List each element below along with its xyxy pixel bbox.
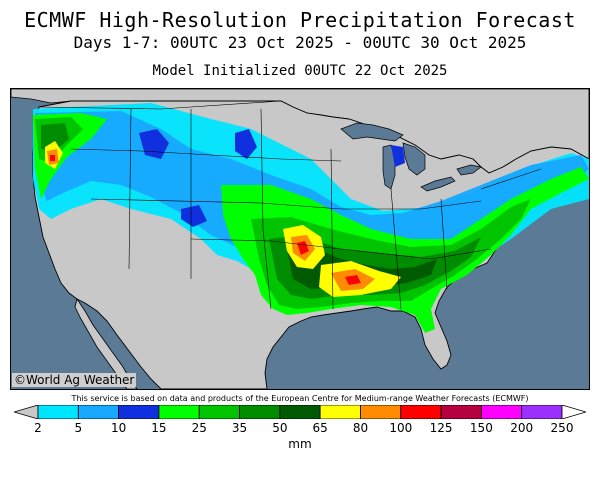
legend-swatch <box>480 405 523 419</box>
map-canvas <box>11 89 589 389</box>
legend-tick-label: 25 <box>191 421 207 435</box>
map-title: ECMWF High-Resolution Precipitation Fore… <box>24 8 576 32</box>
legend-swatch <box>279 405 321 419</box>
legend-swatch <box>521 405 563 419</box>
precip-65-80mm <box>45 141 401 297</box>
legend-swatch <box>239 405 281 419</box>
legend-tick-label: 250 <box>550 421 574 435</box>
legend-tick-label: 2 <box>34 421 42 435</box>
legend-tick-label: 15 <box>151 421 167 435</box>
lake-superior <box>340 122 404 142</box>
legend-swatch <box>198 405 240 419</box>
forecast-period: Days 1-7: 00UTC 23 Oct 2025 - 00UTC 30 O… <box>73 33 527 52</box>
legend-tick-label: 35 <box>231 421 248 435</box>
legend-colorbar <box>14 405 586 419</box>
precip-80-100mm <box>47 149 375 291</box>
legend-swatch <box>14 405 39 419</box>
legend-swatch <box>360 405 402 419</box>
legend-swatch <box>77 405 120 419</box>
legend-tick-label: 80 <box>352 421 369 435</box>
credit-text: ©World Ag Weather <box>12 373 137 387</box>
legend-tick-label: 125 <box>429 421 453 435</box>
legend-tick-labels: 2 5 10 15 25 35 50 65 80 100 125 150 200 250 <box>0 421 600 437</box>
legend-swatch <box>400 405 442 419</box>
legend-swatch <box>118 405 160 419</box>
legend-swatch <box>37 405 79 419</box>
state-borders <box>38 100 542 310</box>
ecmwf-disclaimer: This service is based on data and produc… <box>71 394 529 403</box>
legend-tick-label: 65 <box>312 421 328 435</box>
lake-erie <box>420 176 456 192</box>
legend-swatch <box>158 405 200 419</box>
legend-swatch <box>561 405 586 419</box>
precip-35-50mm <box>41 123 481 299</box>
legend-tick-label: 10 <box>110 421 127 435</box>
legend-swatch <box>440 405 482 419</box>
legend-unit: mm <box>288 437 312 451</box>
lake-ontario <box>456 164 482 176</box>
watermark-credit: ©World Ag Weather <box>12 373 137 387</box>
legend-tick-label: 5 <box>74 421 83 435</box>
model-init-time: Model Initialized 00UTC 22 Oct 2025 <box>152 63 448 79</box>
legend-swatch <box>319 405 361 419</box>
baja-california <box>74 298 138 389</box>
precipitation-map <box>10 88 590 390</box>
legend-tick-label: 200 <box>510 421 534 435</box>
legend-tick-label: 50 <box>272 421 288 435</box>
legend-tick-label: 100 <box>389 421 413 435</box>
legend-tick-label: 150 <box>469 421 493 435</box>
lake-huron <box>402 142 426 176</box>
